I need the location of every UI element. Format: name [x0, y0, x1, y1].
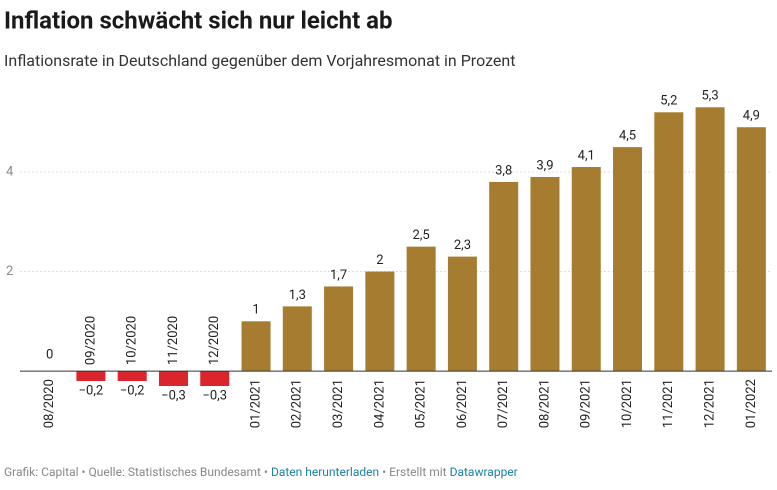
bar	[200, 371, 230, 386]
footer-link[interactable]: Daten herunterladen	[271, 465, 379, 479]
bar	[365, 271, 395, 372]
value-label: 5,2	[660, 94, 677, 109]
separator: •	[261, 465, 271, 479]
bar	[571, 167, 601, 372]
x-tick-label: 09/2021	[579, 379, 594, 428]
chart-subtitle: Inflationsrate in Deutschland gegenüber …	[4, 51, 515, 70]
x-tick-label: 08/2021	[537, 379, 552, 428]
x-tick-label: 12/2020	[207, 316, 222, 365]
value-label: 4,1	[578, 148, 595, 163]
bar	[117, 371, 147, 382]
chart-title: Inflation schwächt sich nur leicht ab	[4, 6, 393, 34]
value-label: 0	[46, 348, 53, 363]
bar	[76, 371, 106, 382]
y-tick-label: 2	[6, 264, 13, 279]
x-tick-label: 05/2021	[414, 379, 429, 428]
footer-item: Quelle: Statistisches Bundesamt	[89, 465, 261, 479]
value-label: 1,3	[289, 288, 306, 303]
bar	[406, 246, 436, 372]
bar	[613, 147, 643, 372]
value-label: 3,9	[536, 158, 553, 173]
bar	[530, 176, 560, 372]
value-label: −0,3	[161, 388, 186, 403]
x-tick-label: 06/2021	[455, 379, 470, 428]
x-tick-label: 10/2021	[620, 379, 635, 428]
bar	[324, 286, 354, 372]
x-tick-label: 12/2021	[703, 379, 718, 428]
x-tick-label: 04/2021	[372, 379, 387, 428]
x-tick-label: 08/2020	[42, 379, 57, 428]
x-tick-label: 10/2020	[125, 316, 140, 365]
value-label: 4,9	[743, 109, 760, 124]
bar	[736, 127, 766, 372]
x-tick-label: 11/2020	[166, 316, 181, 365]
footer: Grafik: Capital • Quelle: Statistisches …	[4, 465, 518, 479]
bar	[158, 371, 188, 386]
value-label: 3,8	[495, 163, 512, 178]
separator: •	[379, 465, 389, 479]
value-label: −0,2	[79, 383, 104, 398]
x-tick-label: 03/2021	[331, 379, 346, 428]
value-label: −0,3	[202, 388, 227, 403]
x-tick-label: 01/2022	[744, 379, 759, 428]
footer-item: Grafik: Capital	[4, 465, 79, 479]
value-label: 2	[376, 253, 383, 268]
y-tick-label: 4	[6, 164, 14, 179]
bar	[282, 306, 312, 372]
bar	[447, 256, 477, 372]
value-label: 2,3	[454, 238, 471, 253]
value-label: 2,5	[413, 228, 430, 243]
x-tick-label: 07/2021	[496, 379, 511, 428]
bar	[489, 181, 519, 372]
x-tick-label: 11/2021	[661, 379, 676, 428]
x-tick-label: 09/2020	[83, 316, 98, 365]
x-tick-label: 02/2021	[290, 379, 305, 428]
footer-item: Erstellt mit	[389, 465, 447, 479]
footer-link[interactable]: Datawrapper	[450, 465, 518, 479]
footer-text: Grafik: Capital • Quelle: Statistisches …	[4, 465, 518, 479]
value-label: 5,3	[701, 89, 718, 104]
value-label: −0,2	[120, 383, 145, 398]
bar	[241, 321, 271, 372]
value-label: 1,7	[330, 268, 347, 283]
bar	[654, 112, 684, 372]
x-tick-label: 01/2021	[248, 379, 263, 428]
bar	[695, 107, 725, 372]
value-label: 4,5	[619, 129, 636, 144]
separator: •	[79, 465, 89, 479]
value-label: 1	[252, 303, 259, 318]
